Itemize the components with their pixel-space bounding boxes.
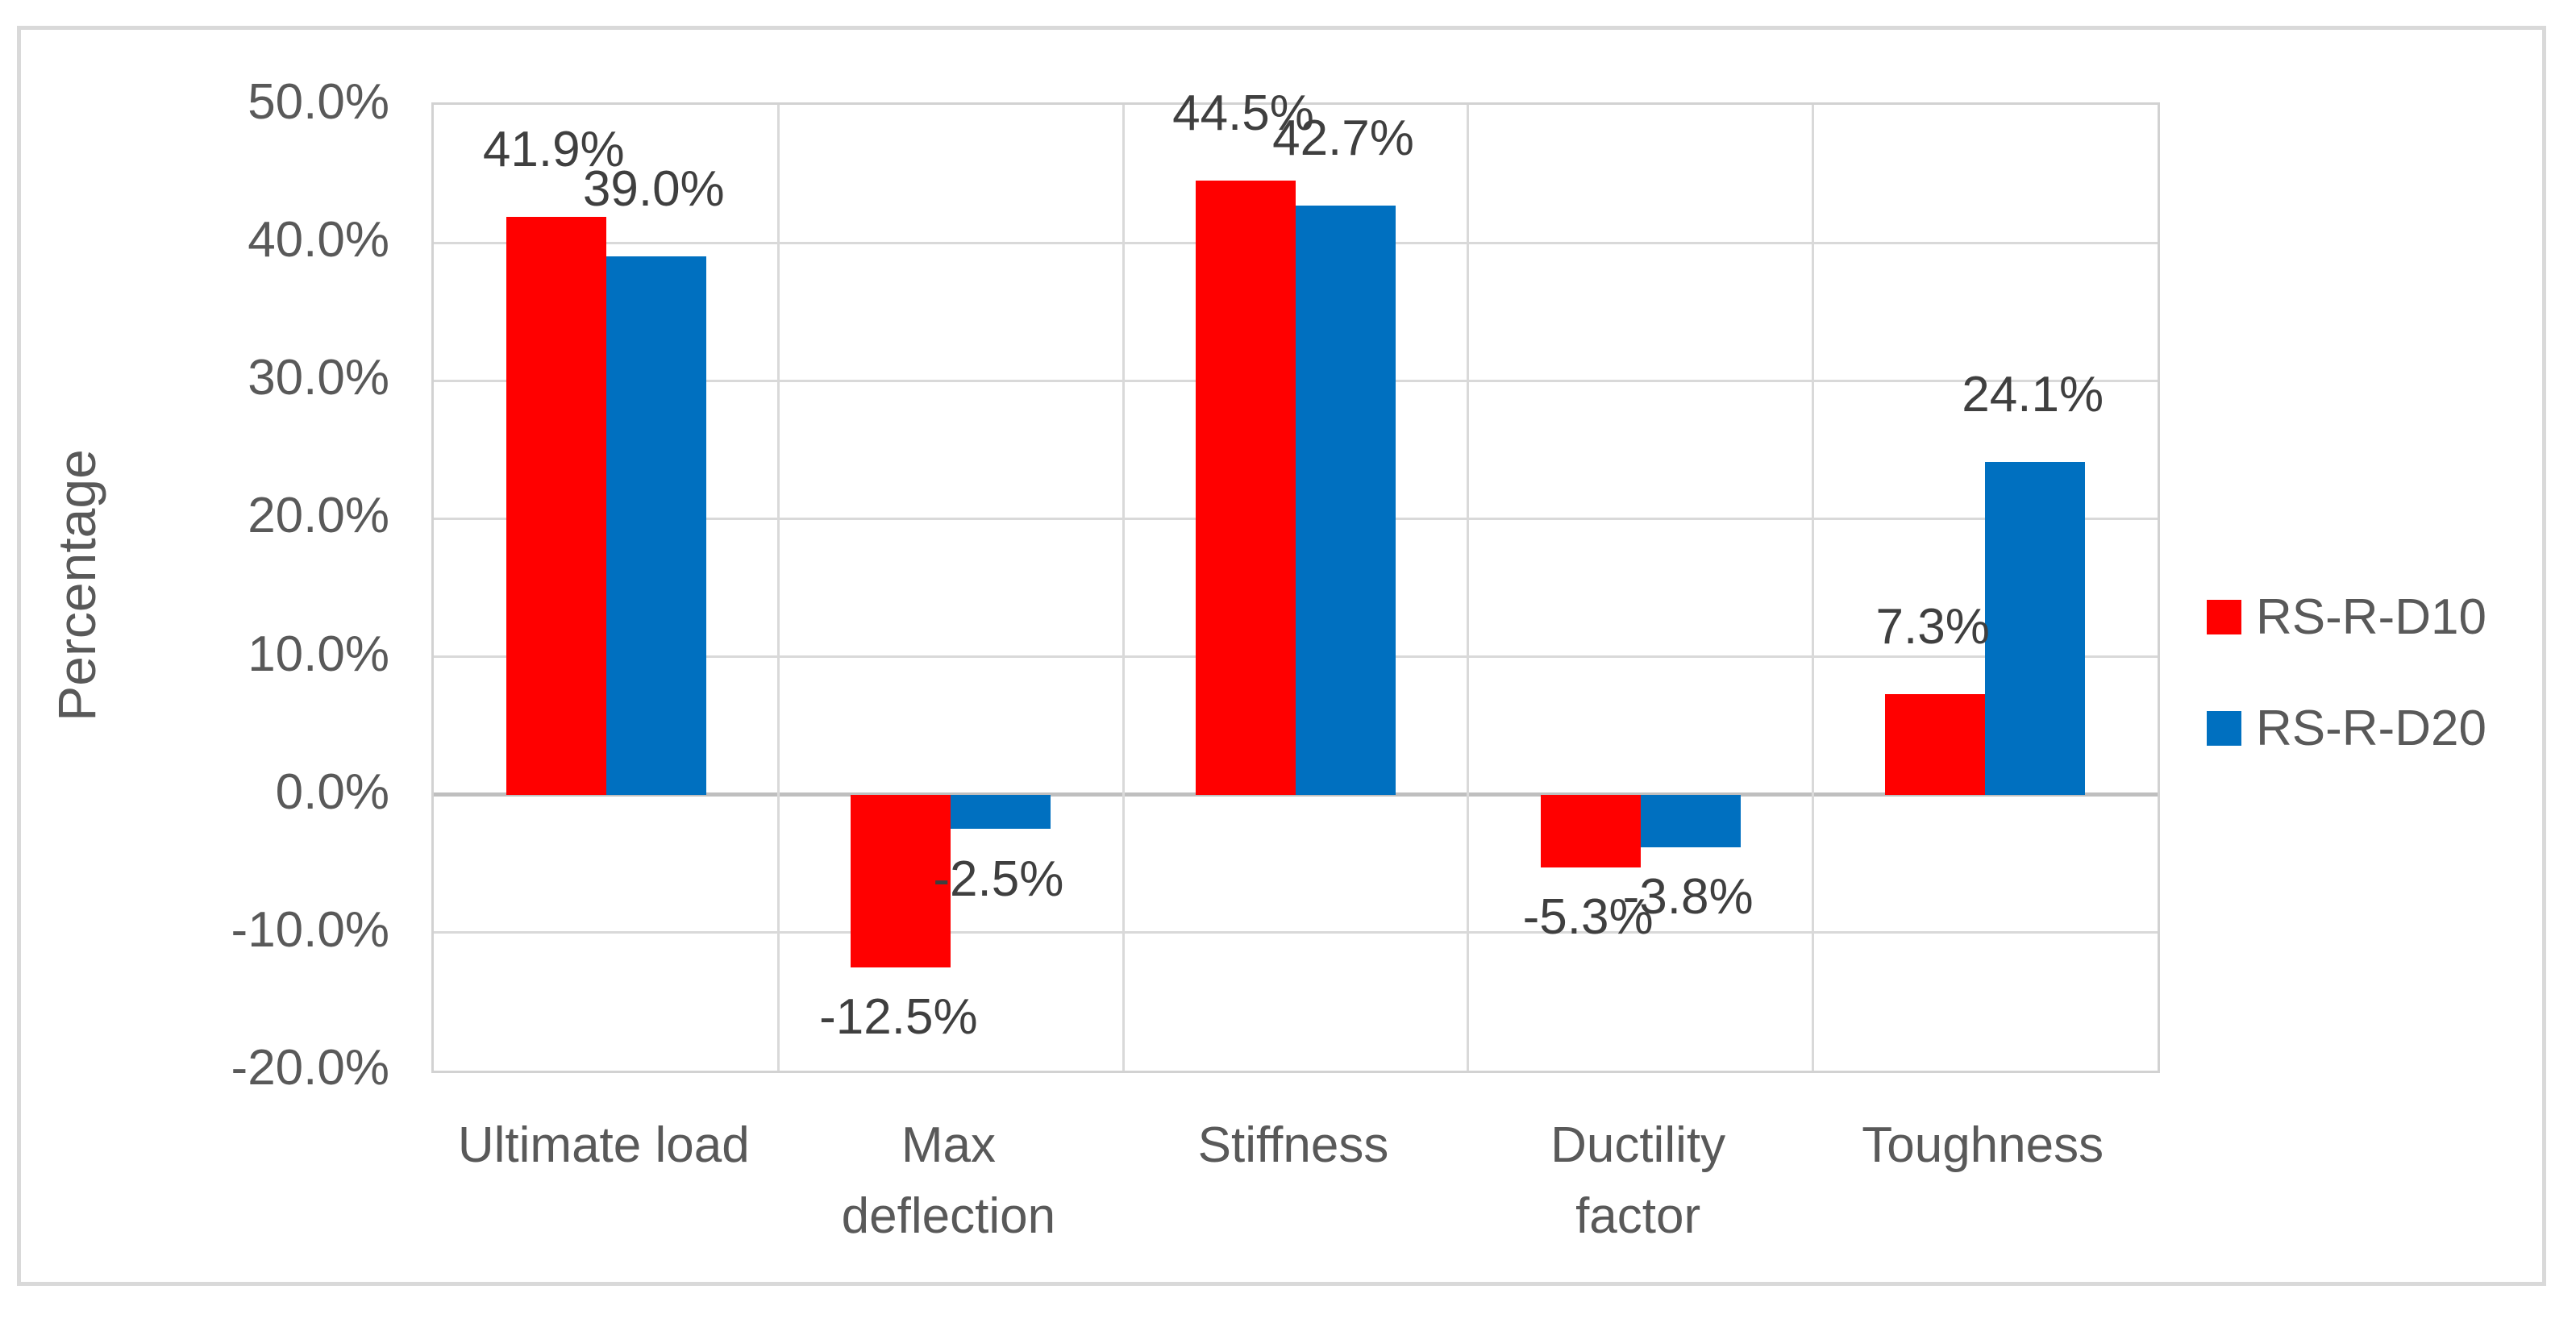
y-gridline: [434, 931, 2158, 934]
bar-rs-r-d10: [1540, 794, 1641, 868]
data-label: -5.3%: [1522, 889, 1654, 946]
category-label-line: Ultimate load: [457, 1117, 750, 1173]
category-label: Stiffness: [1198, 1110, 1389, 1181]
data-label: 41.9%: [482, 121, 625, 177]
x-gridline: [777, 105, 780, 1071]
category-label-line: factor: [1575, 1188, 1701, 1244]
category-label-line: Toughness: [1862, 1117, 2104, 1173]
legend-entry-rs-r-d20: RS-R-D20: [2207, 700, 2487, 757]
category-label: Ultimate load: [458, 1110, 750, 1181]
data-label: 24.1%: [1962, 367, 2104, 423]
y-tick-label: -20.0%: [231, 1040, 389, 1096]
data-label: 7.3%: [1875, 598, 1990, 655]
bar-rs-r-d20: [606, 256, 706, 795]
data-label: 44.5%: [1172, 85, 1314, 142]
y-tick-label: 10.0%: [248, 626, 389, 682]
bar-rs-r-d20: [951, 794, 1051, 830]
legend-entry-rs-r-d10: RS-R-D10: [2207, 589, 2487, 646]
bar-rs-r-d10: [1885, 693, 1986, 795]
x-gridline: [1467, 105, 1470, 1071]
plot-area: [431, 102, 2160, 1073]
category-label-line: deflection: [841, 1188, 1056, 1244]
bar-rs-r-d20: [1985, 462, 2086, 795]
y-tick-label: 30.0%: [248, 350, 389, 406]
legend-label: RS-R-D10: [2256, 589, 2487, 645]
category-label-line: Ductility: [1550, 1117, 1726, 1173]
data-label: 39.0%: [582, 161, 725, 218]
y-tick-label: 40.0%: [248, 212, 389, 268]
bar-rs-r-d20: [1296, 205, 1396, 795]
y-tick-label: 50.0%: [248, 74, 389, 130]
data-label: -2.5%: [933, 851, 1064, 907]
y-tick-label: -10.0%: [231, 901, 389, 958]
bar-rs-r-d10: [506, 216, 606, 795]
category-label-line: Stiffness: [1197, 1117, 1389, 1173]
data-label: 42.7%: [1272, 110, 1414, 166]
data-label: -12.5%: [819, 988, 978, 1045]
legend-swatch-icon: [2207, 600, 2241, 634]
x-gridline: [1122, 105, 1125, 1071]
y-tick-label: 0.0%: [275, 763, 389, 820]
zero-axis-line: [434, 792, 2158, 797]
category-label: Max deflection: [842, 1110, 1055, 1252]
category-label-line: Max: [901, 1117, 996, 1173]
category-label: Ductility factor: [1550, 1110, 1725, 1252]
data-label: -3.8%: [1622, 868, 1754, 925]
chart-outer-border: [17, 26, 2546, 1286]
legend-swatch-icon: [2207, 711, 2241, 746]
legend-label: RS-R-D20: [2256, 701, 2487, 756]
x-gridline: [1811, 105, 1814, 1071]
bar-rs-r-d10: [1196, 181, 1296, 795]
bar-rs-r-d20: [1640, 794, 1741, 847]
category-label: Toughness: [1862, 1110, 2104, 1181]
bar-rs-r-d10: [851, 794, 951, 967]
y-tick-label: 20.0%: [248, 488, 389, 544]
